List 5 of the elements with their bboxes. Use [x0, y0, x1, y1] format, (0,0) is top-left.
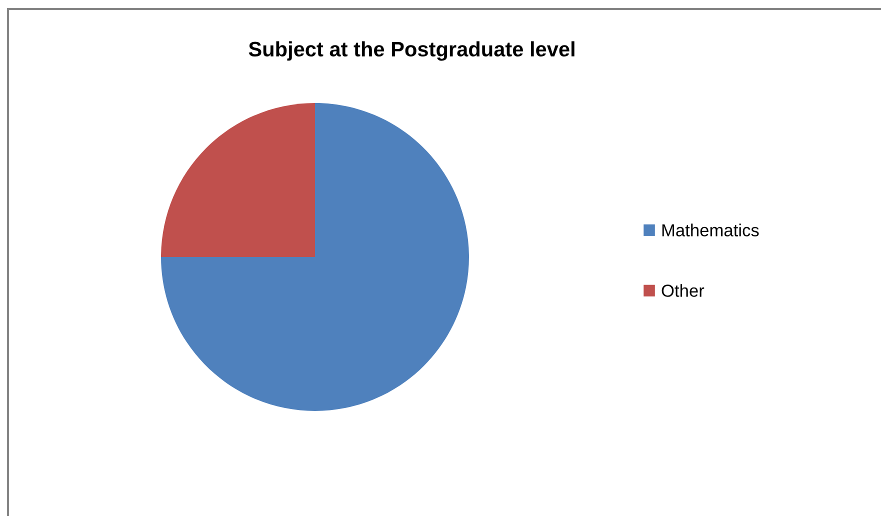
pie-slice	[161, 103, 315, 257]
pie-slice	[161, 103, 469, 411]
legend-label: Mathematics	[662, 224, 759, 236]
chart-title: Subject at the Postgraduate level	[248, 41, 574, 61]
legend-label: Other	[662, 284, 704, 297]
